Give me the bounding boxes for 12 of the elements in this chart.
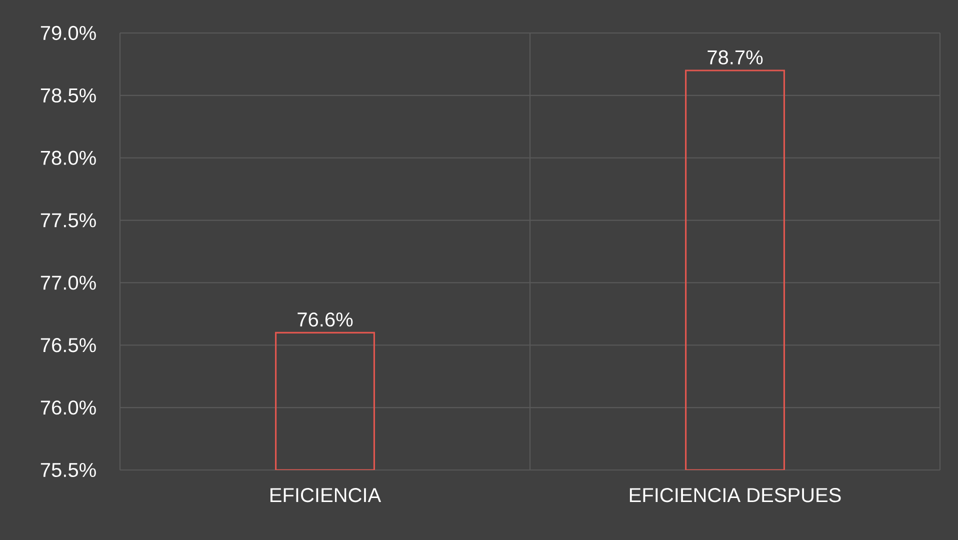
x-tick-label: EFICIENCIA [270,488,382,502]
y-tick-label: 78.0% [40,150,96,165]
y-tick-label: 76.0% [40,400,96,415]
data-label: 76.6% [298,312,353,327]
data-label: 78.7% [708,50,763,64]
y-tick-label: 79.0% [40,26,96,40]
y-tick-label: 75.5% [40,462,96,478]
x-tick-label: EFICIENCIA DESPUES [630,488,841,502]
y-tick-label: 77.0% [40,276,96,290]
y-tick-label: 78.5% [40,88,96,103]
y-tick-label: 76.5% [40,338,96,352]
y-tick-label: 77.5% [40,213,96,228]
